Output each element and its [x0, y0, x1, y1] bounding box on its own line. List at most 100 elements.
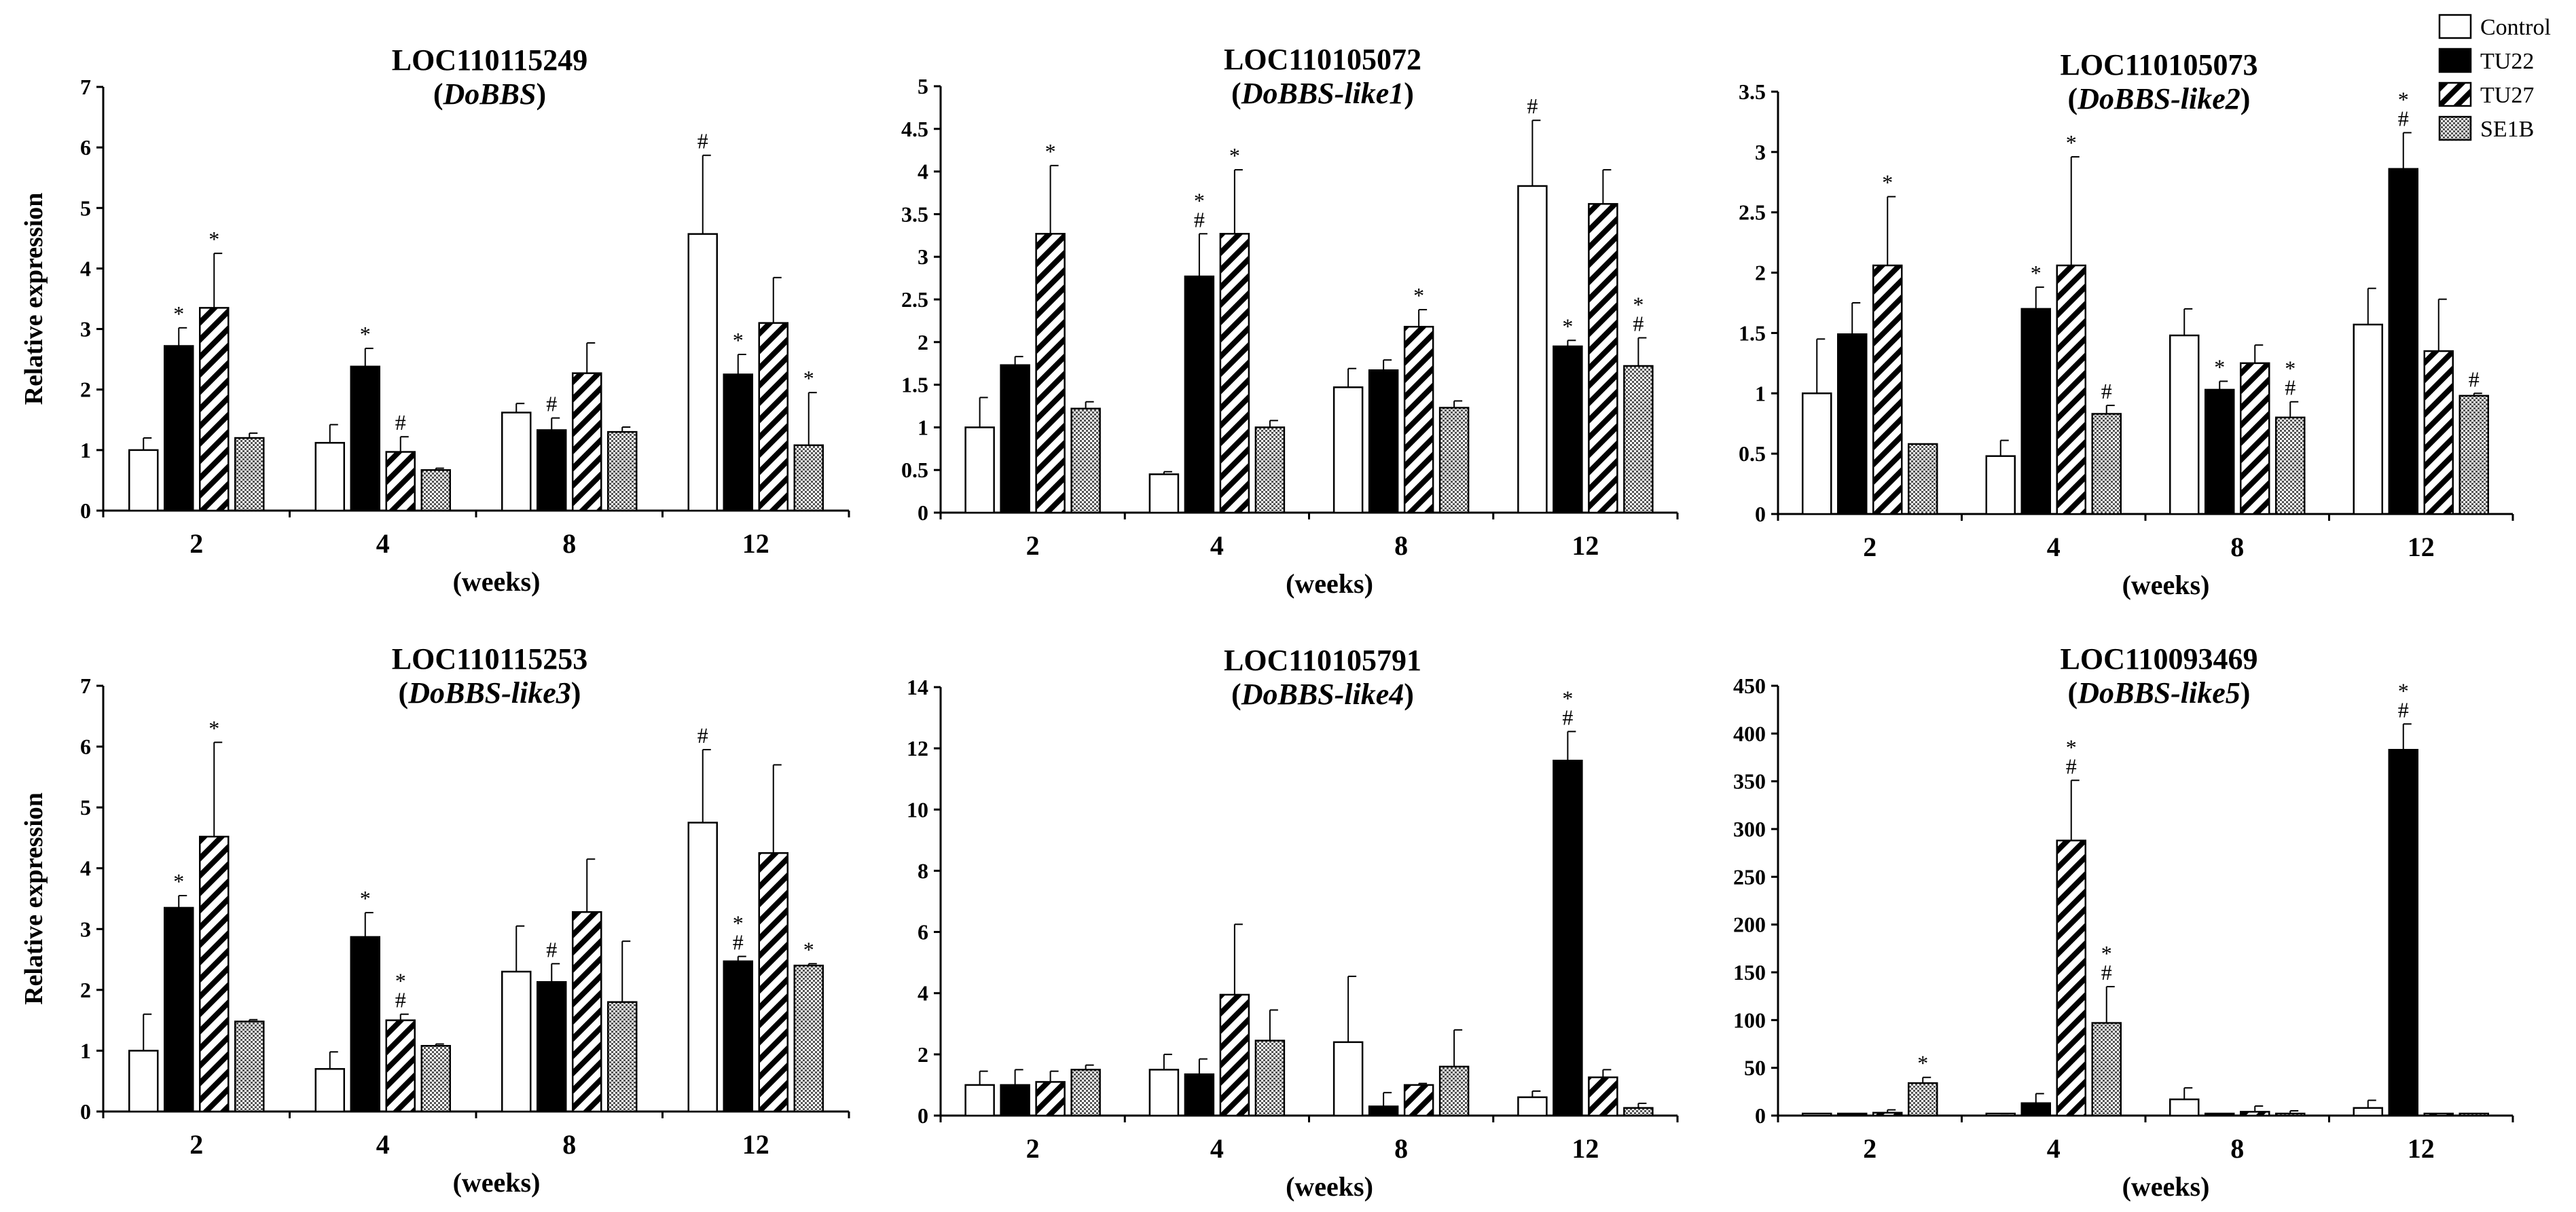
- significance-mark: *: [1413, 283, 1424, 308]
- bar-se1b: [1623, 1107, 1654, 1117]
- significance-mark: * #: [395, 969, 406, 1012]
- y-tick-label: 0.5: [901, 458, 928, 482]
- bar-tu22: [2388, 748, 2418, 1117]
- bar-tu22: [2020, 1102, 2051, 1117]
- bar-se1b: [1438, 1065, 1470, 1117]
- x-category-label: 2: [1026, 530, 1040, 561]
- significance-mark: #: [546, 392, 557, 416]
- bar-se1b: [420, 469, 451, 512]
- chart-subtitle: (DoBBS-like2): [2068, 82, 2251, 115]
- bar-se1b: [1438, 407, 1470, 514]
- bar-se1b: [1254, 426, 1286, 514]
- y-tick-label: 3: [918, 244, 928, 269]
- y-tick-label: 1: [80, 1038, 91, 1063]
- bar-tu22: [164, 906, 194, 1113]
- y-tick-label: 200: [1733, 913, 1766, 937]
- y-tick-label: 6: [918, 920, 928, 944]
- bar-tu27: [1872, 264, 1903, 515]
- y-tick-label: 3: [1755, 140, 1766, 164]
- y-tick-label: 10: [907, 797, 928, 822]
- bar-control: [128, 449, 159, 512]
- y-tick-label: 4: [918, 981, 928, 1006]
- bar-se1b: [234, 1021, 265, 1113]
- bar-tu22: [1184, 1073, 1215, 1117]
- x-category-label: 4: [1210, 1133, 1224, 1164]
- bar-tu22: [1368, 1105, 1399, 1117]
- x-category-label: 2: [1863, 1133, 1876, 1164]
- significance-mark: #: [395, 410, 406, 435]
- bar-control: [687, 822, 718, 1113]
- y-tick-label: 0: [918, 1103, 928, 1128]
- bar-tu22: [1837, 333, 1868, 515]
- y-tick-label: 7: [80, 674, 91, 698]
- y-axis-label: Relative expression: [20, 792, 48, 1005]
- y-tick-label: 6: [80, 735, 91, 759]
- bar-tu27: [1588, 1076, 1618, 1117]
- chart-subtitle: (DoBBS-like5): [2068, 676, 2251, 710]
- significance-mark: *: [1917, 1051, 1928, 1076]
- bar-tu27: [572, 911, 602, 1113]
- bar-tu27: [1403, 325, 1434, 514]
- bar-se1b: [1908, 1082, 1938, 1117]
- x-axis-label: (weeks): [1286, 568, 1373, 599]
- significance-mark: *: [2031, 261, 2042, 285]
- y-tick-label: 14: [907, 675, 928, 699]
- y-tick-label: 3: [80, 917, 91, 941]
- bar-control: [1332, 1041, 1364, 1117]
- bar-control: [1985, 455, 2016, 515]
- y-tick-label: 350: [1733, 769, 1766, 794]
- significance-mark: *: [803, 366, 814, 390]
- x-category-label: 2: [1863, 532, 1876, 562]
- y-tick-label: 250: [1733, 864, 1766, 889]
- legend: Control TU22 TU27 SE1B: [2438, 14, 2551, 142]
- bar-tu27: [758, 852, 788, 1113]
- x-category-label: 2: [189, 528, 203, 559]
- x-category-label: 8: [1394, 530, 1408, 561]
- bar-tu22: [723, 373, 753, 512]
- y-tick-label: 0: [80, 498, 91, 523]
- bar-tu22: [164, 345, 194, 512]
- y-tick-label: 2: [918, 330, 928, 354]
- legend-label: TU27: [2480, 83, 2534, 108]
- bar-tu27: [1035, 1081, 1066, 1117]
- bar-se1b: [793, 444, 824, 512]
- x-category-label: 4: [1210, 530, 1224, 561]
- x-axis-label: (weeks): [2122, 1171, 2210, 1202]
- significance-mark: *: [1562, 314, 1573, 338]
- x-axis-label: (weeks): [453, 1167, 541, 1198]
- x-category-label: 8: [1394, 1133, 1408, 1164]
- x-axis-label: (weeks): [2122, 570, 2210, 600]
- bar-se1b: [420, 1045, 451, 1113]
- bar-se1b: [607, 430, 638, 512]
- bar-control: [1148, 1069, 1180, 1117]
- significance-mark: #: [697, 723, 708, 748]
- x-category-label: 4: [2047, 1133, 2061, 1164]
- x-category-label: 4: [376, 528, 390, 559]
- x-category-label: 2: [1026, 1133, 1040, 1164]
- bar-control: [2353, 323, 2383, 515]
- y-tick-label: 1.5: [1739, 320, 1766, 345]
- y-tick-label: 0.5: [1739, 441, 1766, 466]
- legend-swatch-se1b: [2438, 115, 2472, 141]
- bar-tu22: [1000, 364, 1030, 514]
- bar-se1b: [1908, 443, 1938, 515]
- bar-control: [1517, 1096, 1548, 1117]
- significance-mark: #: [1527, 94, 1538, 118]
- y-tick-label: 1: [918, 415, 928, 439]
- y-tick-label: 2: [1755, 261, 1766, 285]
- bar-tu22: [350, 936, 380, 1113]
- bar-tu27: [572, 372, 602, 512]
- chart-subtitle: (DoBBS): [433, 77, 546, 111]
- significance-mark: * #: [1562, 686, 1573, 729]
- significance-mark: * #: [2285, 356, 2296, 400]
- y-tick-label: 12: [907, 736, 928, 760]
- x-category-label: 8: [2230, 1133, 2244, 1164]
- y-tick-label: 3.5: [1739, 79, 1766, 104]
- significance-mark: *: [1229, 143, 1240, 168]
- chart-subtitle: (DoBBS-like1): [1231, 77, 1414, 110]
- y-tick-label: 400: [1733, 721, 1766, 746]
- chart-panel-6: 0 50 100 150 200 250 300 350 400 450 2 * 4 * # * # 8 12 * # L…: [1733, 642, 2514, 1202]
- x-category-label: 12: [742, 528, 769, 559]
- bar-se1b: [1623, 365, 1654, 514]
- x-category-label: 2: [189, 1129, 203, 1160]
